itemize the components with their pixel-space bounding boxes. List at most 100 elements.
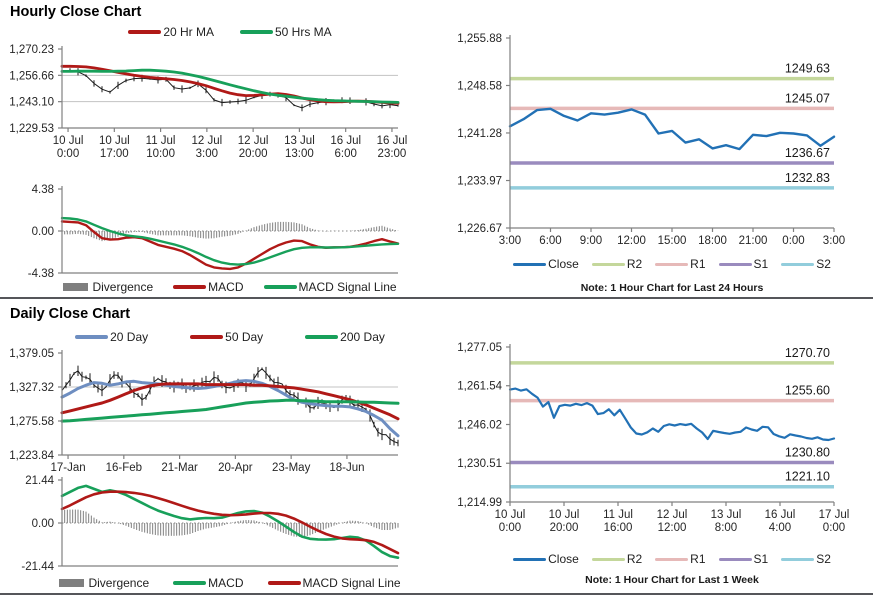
x-tick-label: 20:00 — [550, 522, 579, 534]
legend-swatch-r2 — [591, 262, 625, 266]
legend-label: 50 Hrs MA — [275, 25, 332, 39]
legend-label: 50 Day — [225, 330, 264, 344]
x-tick-label: 0:00 — [499, 522, 521, 534]
daily-pivot-note: Note: 1 Hour Chart for Last 1 Week — [585, 574, 759, 586]
hourly-price-legend: 20 Hr MA 50 Hrs MA — [60, 25, 400, 39]
level-label-s1: 1236.67 — [785, 146, 830, 160]
legend-swatch-s1 — [718, 557, 752, 561]
legend-label: MACD — [208, 280, 244, 294]
legend-swatch-macd — [173, 285, 207, 289]
legend-label: R2 — [626, 257, 643, 271]
daily-pivot-chart: 1270.70 1255.60 1230.80 1221.10 1,277.05 1,26… — [436, 332, 873, 555]
y-tick-label: 1,261.54 — [457, 381, 502, 393]
x-tick-label: 12:00 — [617, 235, 646, 247]
x-tick-label: 4:00 — [769, 522, 791, 534]
x-tick-label: 9:00 — [580, 235, 602, 247]
legend-swatch-r2 — [591, 557, 625, 561]
legend-swatch-r1 — [655, 557, 689, 561]
hourly-pivot-panel: 1249.63 1245.07 1236.67 1232.83 1,255.88 1,24… — [436, 0, 873, 297]
legend-label: MACD Signal Line — [298, 280, 397, 294]
x-tick-label: 16 Jul — [765, 509, 796, 521]
legend-item-r1: R1 — [655, 257, 706, 271]
y-tick-label: 1,256.66 — [9, 70, 54, 82]
legend-item-20-hr-ma: 20 Hr MA — [128, 25, 214, 39]
y-tick-label: 1,241.28 — [457, 128, 502, 140]
legend-item-close: Close — [513, 552, 579, 566]
y-tick-label: 1,379.05 — [9, 348, 54, 360]
daily-price-chart: 1,379.05 1,327.32 1,275.58 1,223.84 17-Jan 16… — [0, 346, 436, 489]
daily-panel-title: Daily Close Chart — [10, 306, 131, 322]
legend-swatch-50-day — [190, 335, 224, 339]
x-tick-label: 11 Jul — [146, 135, 176, 147]
hourly-price-chart: 1,270.23 1,256.66 1,243.10 1,229.53 10 Jul 0:… — [0, 40, 436, 185]
legend-item-macd-signal-line: MACD Signal Line — [267, 576, 401, 590]
x-tick-label: 6:00 — [539, 235, 561, 247]
x-tick-label: 17-Jan — [50, 462, 85, 474]
y-tick-label: 21.44 — [25, 475, 54, 487]
legend-item-20-day: 20 Day — [75, 330, 148, 344]
legend-swatch-divergence — [63, 283, 89, 291]
y-tick-label: 1,277.05 — [457, 342, 502, 354]
legend-swatch-macd — [173, 581, 207, 585]
y-tick-label: 1,229.53 — [9, 123, 54, 135]
legend-swatch-r1 — [655, 262, 689, 266]
legend-label: R2 — [626, 552, 643, 566]
x-tick-label: 21:00 — [739, 235, 768, 247]
legend-item-200-day: 200 Day — [305, 330, 385, 344]
x-tick-label: 10 Jul — [495, 509, 526, 521]
legend-item-r2: R2 — [591, 257, 643, 271]
legend-item-s2: S2 — [781, 257, 831, 271]
y-tick-label: 1,226.67 — [457, 223, 502, 235]
daily-pivot-panel: 1270.70 1255.60 1230.80 1221.10 1,277.05 1,26… — [436, 302, 873, 593]
x-tick-label: 0:00 — [823, 522, 845, 534]
legend-label: MACD — [208, 576, 244, 590]
x-tick-label: 17:00 — [100, 148, 129, 160]
legend-swatch-50-hrs-ma — [240, 30, 273, 34]
x-tick-label: 10 Jul — [549, 509, 580, 521]
hourly-macd-chart: 4.38 0.00 -4.38 — [0, 180, 436, 285]
legend-swatch-200-day — [305, 335, 339, 339]
level-label-r1: 1245.07 — [785, 91, 830, 105]
legend-item-macd: MACD — [173, 576, 244, 590]
legend-label: Divergence — [88, 576, 150, 590]
y-tick-label: 0.00 — [32, 226, 54, 238]
x-tick-label: 3:00 — [499, 235, 521, 247]
hourly-pivot-note: Note: 1 Hour Chart for Last 24 Hours — [580, 282, 764, 294]
legend-label: S2 — [816, 552, 831, 566]
x-tick-label: 12 Jul — [192, 135, 223, 147]
x-tick-label: 11 Jul — [603, 509, 633, 521]
y-tick-label: 1,255.88 — [457, 33, 502, 45]
x-tick-label: 16:00 — [604, 522, 633, 534]
x-tick-label: 16 Jul — [330, 135, 361, 147]
y-tick-label: 4.38 — [32, 184, 54, 196]
level-label-r2: 1249.63 — [785, 62, 830, 76]
x-tick-label: 16 Jul — [377, 135, 408, 147]
hourly-pivot-legend: Close R2 R1 S1 S2 — [500, 257, 844, 271]
legend-item-50-hrs-ma: 50 Hrs MA — [240, 25, 332, 39]
daily-macd-legend: Divergence MACD MACD Signal Line — [50, 576, 410, 590]
legend-swatch-macd-signal-line — [267, 581, 301, 585]
legend-item-s1: S1 — [718, 257, 768, 271]
x-tick-label: 3:00 — [823, 235, 845, 247]
x-tick-label: 12:00 — [658, 522, 687, 534]
x-tick-label: 18-Jun — [329, 462, 364, 474]
y-tick-label: 1,223.84 — [9, 450, 54, 462]
x-tick-label: 21-Mar — [161, 462, 198, 474]
legend-item-50-day: 50 Day — [190, 330, 263, 344]
panel-separator-top — [0, 297, 873, 299]
x-tick-label: 0:00 — [782, 235, 804, 247]
y-tick-label: 1,270.23 — [9, 44, 54, 56]
legend-label: 20 Hr MA — [163, 25, 214, 39]
legend-item-r2: R2 — [591, 552, 643, 566]
legend-swatch-s2 — [781, 262, 815, 266]
legend-swatch-close — [513, 262, 547, 266]
x-tick-label: 12 Jul — [238, 135, 269, 147]
x-tick-label: 13 Jul — [284, 135, 315, 147]
level-label-s2: 1232.83 — [785, 171, 830, 185]
level-label-s2: 1221.10 — [785, 470, 830, 484]
y-tick-label: 1,214.99 — [457, 497, 502, 509]
y-tick-label: -21.44 — [21, 561, 54, 573]
x-tick-label: 13 Jul — [711, 509, 742, 521]
legend-item-s2: S2 — [781, 552, 831, 566]
y-tick-label: 1,243.10 — [9, 97, 54, 109]
